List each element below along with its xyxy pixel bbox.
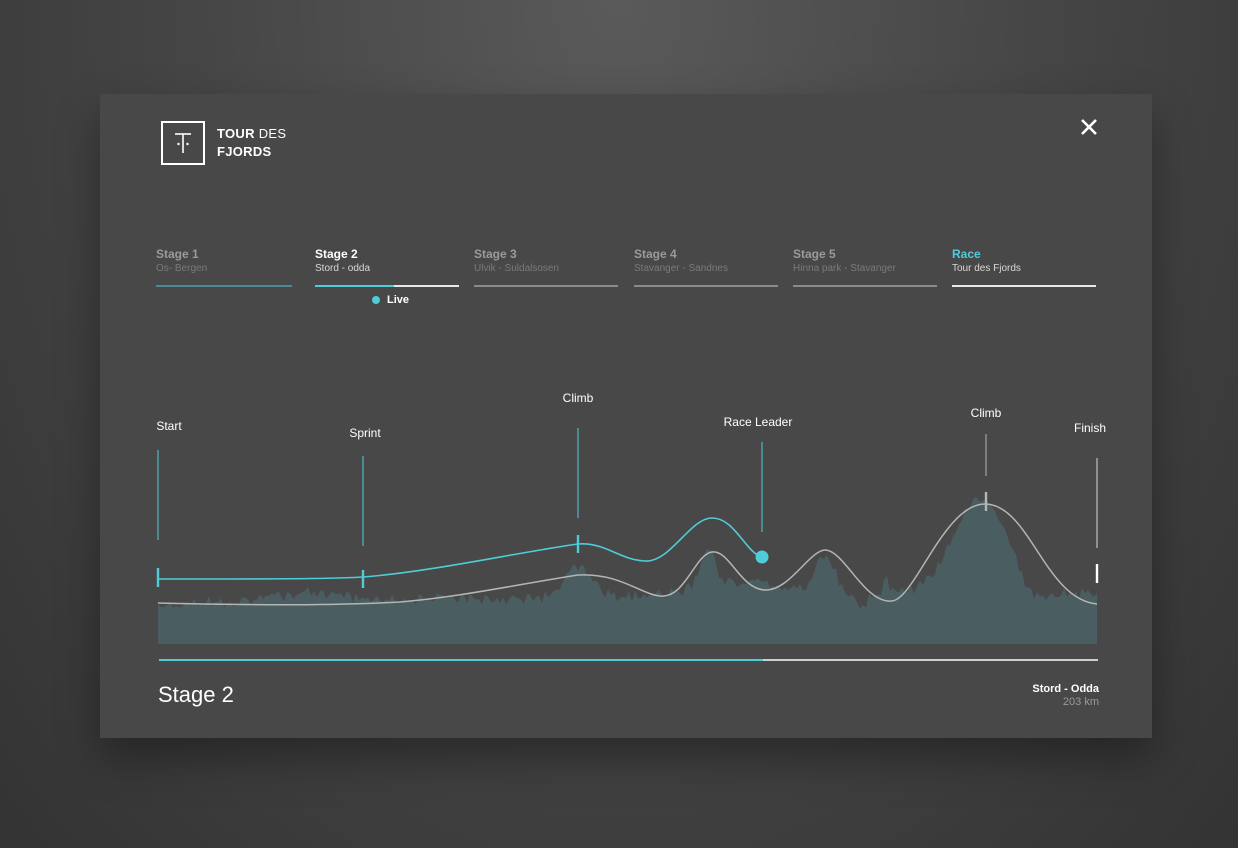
logo-title-bold: TOUR: [217, 126, 255, 141]
live-indicator: Live: [372, 294, 409, 306]
logo-wordmark: TOUR DES FJORDS: [217, 125, 286, 161]
tab-progress-bar: [474, 285, 618, 287]
tab-title: Stage 5: [793, 247, 836, 261]
tab-subtitle: Tour des Fjords: [952, 263, 1021, 274]
stage-progress-bar: [159, 659, 1098, 661]
rider-progress-line: [157, 517, 763, 580]
tab-title: Stage 4: [634, 247, 677, 261]
tab-progress-bar: [156, 285, 292, 287]
tab-subtitle: Ulvik - Suldalsosen: [474, 263, 560, 274]
start-label: Start: [156, 419, 182, 433]
tab-stage-1[interactable]: Stage 1 Os- Bergen: [156, 247, 292, 287]
tab-progress-bar: [634, 285, 778, 287]
route-name: Stord - Odda: [1032, 683, 1099, 695]
terrain-area: [158, 497, 1097, 644]
logo-subtitle: FJORDS: [217, 144, 272, 159]
tab-subtitle: Hinna park - Stavanger: [793, 263, 896, 274]
tab-title: Stage 1: [156, 247, 199, 261]
finish-label: Finish: [1073, 421, 1107, 435]
tab-progress-bar: [952, 285, 1096, 287]
climb-2-label: Climb: [970, 406, 1002, 420]
tab-stage-5[interactable]: Stage 5 Hinna park - Stavanger: [793, 247, 937, 287]
stage-title: Stage 2: [158, 682, 234, 707]
close-icon: [1081, 119, 1097, 135]
elevation-profile-chart: [156, 428, 1099, 644]
live-dot-icon: [372, 296, 380, 304]
course-profile-line: [157, 503, 1098, 606]
tab-subtitle: Os- Bergen: [156, 263, 208, 274]
route-distance: 203 km: [1062, 696, 1099, 708]
race-leader-label: Race Leader: [723, 415, 793, 429]
tab-stage-4[interactable]: Stage 4 Stavanger - Sandnes: [634, 247, 778, 287]
tab-race[interactable]: Race Tour des Fjords: [952, 247, 1096, 287]
race-leader-dot[interactable]: [755, 550, 769, 564]
stage-tabs: Stage 1 Os- Bergen Stage 2 Stord - odda …: [156, 247, 1097, 307]
tab-progress-bar: [315, 285, 459, 287]
tab-title: Stage 3: [474, 247, 517, 261]
close-button[interactable]: [1078, 116, 1100, 138]
logo-mark-icon: [161, 121, 205, 165]
logo-title-light: DES: [254, 126, 287, 141]
tab-subtitle: Stavanger - Sandnes: [634, 263, 728, 274]
tab-stage-2[interactable]: Stage 2 Stord - odda: [315, 247, 459, 287]
tab-progress-bar: [793, 285, 937, 287]
live-label: Live: [387, 294, 410, 306]
tab-subtitle: Stord - odda: [315, 263, 371, 274]
tab-progress-fill: [315, 285, 395, 287]
stage-panel: TOUR DES FJORDS Stage 1 Os- Bergen Stage…: [100, 94, 1152, 738]
stage-progress-fill: [159, 659, 763, 661]
route-info: Stord - Odda 203 km: [1032, 682, 1099, 709]
tab-stage-3[interactable]: Stage 3 Ulvik - Suldalsosen: [474, 247, 618, 287]
tab-title: Race: [952, 247, 981, 261]
tour-des-fjords-logo: TOUR DES FJORDS: [161, 121, 286, 165]
tab-title: Stage 2: [315, 247, 358, 261]
sprint-label: Sprint: [349, 426, 381, 440]
climb-1-label: Climb: [562, 391, 594, 405]
